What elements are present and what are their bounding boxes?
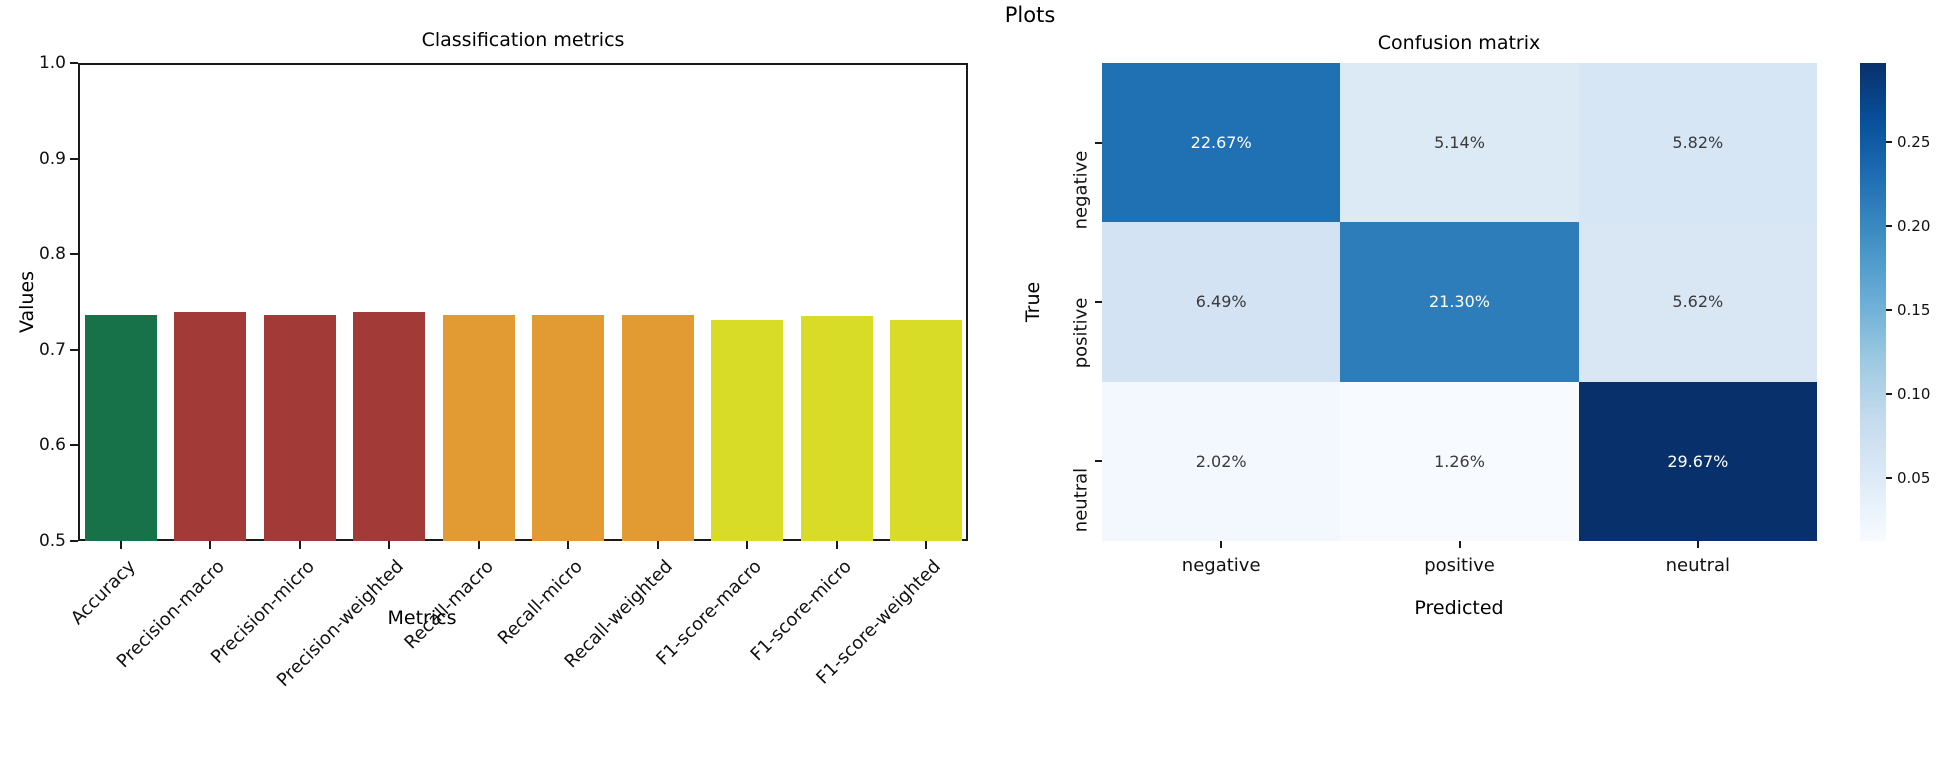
bar-recall-macro bbox=[442, 315, 515, 541]
bar-xtick-mark bbox=[567, 541, 570, 549]
matrix-cell-negative-neutral: 5.82% bbox=[1578, 63, 1817, 223]
colorbar-tick-label: 0.25 bbox=[1897, 132, 1931, 151]
bar-xtick-mark bbox=[388, 541, 391, 549]
matrix-cell-neutral-positive: 1.26% bbox=[1340, 381, 1579, 541]
bar-chart-xlabel: Metrics bbox=[387, 607, 457, 629]
matrix-col-label-positive: positive bbox=[1424, 555, 1495, 576]
matrix-col-label-negative: negative bbox=[1181, 555, 1261, 576]
bar-ytick-mark bbox=[70, 540, 78, 542]
matrix-cell-positive-negative: 6.49% bbox=[1102, 222, 1341, 382]
colorbar-tick-label: 0.15 bbox=[1897, 300, 1931, 319]
bar-xtick-mark bbox=[120, 541, 122, 549]
bar-precision-macro bbox=[174, 311, 247, 541]
bar-f1-score-macro bbox=[711, 320, 784, 541]
matrix-xtick-mark bbox=[1696, 541, 1699, 548]
matrix-ytick-mark bbox=[1095, 460, 1102, 463]
page-title: Plots bbox=[1004, 3, 1056, 27]
matrix-ytick-mark bbox=[1095, 301, 1102, 303]
colorbar-tick-label: 0.05 bbox=[1897, 469, 1931, 488]
bar-f1-score-weighted bbox=[889, 320, 962, 541]
matrix-cell-negative-negative: 22.67% bbox=[1102, 63, 1341, 223]
matrix-cell-value: 21.30% bbox=[1428, 292, 1490, 312]
matrix-cell-neutral-neutral: 29.67% bbox=[1578, 381, 1817, 541]
matrix-xtick-mark bbox=[1458, 541, 1461, 548]
bar-ytick-label: 0.9 bbox=[38, 148, 66, 169]
matrix-cell-value: 29.67% bbox=[1667, 451, 1729, 471]
matrix-col-label-neutral: neutral bbox=[1665, 555, 1731, 576]
colorbar-tick-label: 0.10 bbox=[1897, 384, 1931, 403]
bar-xtick-mark bbox=[656, 541, 659, 549]
matrix-row-label-neutral: neutral bbox=[1070, 468, 1092, 533]
bar-xtick-mark bbox=[298, 541, 301, 549]
bar-f1-score-micro bbox=[800, 316, 873, 541]
bar-xtick-mark bbox=[746, 541, 749, 549]
bar-precision-micro bbox=[263, 315, 336, 541]
bar-ytick-label: 0.8 bbox=[38, 244, 66, 265]
bar-precision-weighted bbox=[353, 311, 426, 541]
colorbar-tick-mark bbox=[1886, 392, 1892, 395]
matrix-cell-value: 1.26% bbox=[1434, 451, 1485, 471]
bar-ytick-mark bbox=[70, 253, 78, 256]
bar-ytick-mark bbox=[70, 348, 78, 351]
bar-xtick-mark bbox=[924, 541, 927, 549]
bar-ytick-mark bbox=[70, 157, 78, 160]
matrix-cell-negative-positive: 5.14% bbox=[1340, 63, 1579, 223]
bar-recall-weighted bbox=[621, 315, 694, 541]
bar-ytick-label: 1.0 bbox=[38, 53, 66, 73]
bar-ytick-label: 0.5 bbox=[38, 531, 66, 551]
matrix-cell-value: 6.49% bbox=[1195, 292, 1247, 312]
bar-xtick-mark bbox=[209, 541, 212, 549]
matrix-cell-value: 5.82% bbox=[1672, 133, 1724, 153]
matrix-row-label-negative: negative bbox=[1070, 150, 1092, 230]
matrix-cell-positive-positive: 21.30% bbox=[1340, 222, 1579, 382]
colorbar-tick-mark bbox=[1886, 308, 1892, 311]
bar-ytick-label: 0.6 bbox=[38, 435, 66, 456]
colorbar-tick-mark bbox=[1886, 224, 1892, 227]
confusion-matrix-ylabel: True bbox=[1022, 281, 1044, 323]
matrix-cell-value: 5.14% bbox=[1434, 133, 1485, 153]
confusion-matrix-title: Confusion matrix bbox=[1377, 32, 1541, 54]
matrix-cell-value: 2.02% bbox=[1195, 451, 1247, 471]
bar-ytick-mark bbox=[70, 444, 78, 447]
matrix-xtick-mark bbox=[1220, 541, 1223, 548]
bar-xtick-mark bbox=[477, 541, 480, 549]
bar-ytick-label: 0.7 bbox=[38, 339, 66, 360]
bar-chart-title: Classification metrics bbox=[421, 29, 625, 51]
colorbar-tick-mark bbox=[1886, 477, 1892, 480]
matrix-cell-value: 5.62% bbox=[1672, 292, 1724, 312]
matrix-cell-positive-neutral: 5.62% bbox=[1578, 222, 1817, 382]
bar-xtick-mark bbox=[835, 541, 838, 549]
colorbar-tick-label: 0.20 bbox=[1897, 216, 1931, 235]
bar-accuracy bbox=[85, 315, 157, 541]
bar-ytick-mark bbox=[70, 62, 78, 64]
bar-chart-ylabel: Values bbox=[16, 270, 38, 334]
bar-recall-micro bbox=[532, 315, 605, 541]
confusion-matrix-xlabel: Predicted bbox=[1414, 597, 1504, 619]
matrix-cell-value: 22.67% bbox=[1190, 133, 1252, 153]
matrix-cell-neutral-negative: 2.02% bbox=[1102, 381, 1341, 541]
colorbar-tick-mark bbox=[1886, 140, 1892, 143]
matrix-row-label-positive: positive bbox=[1070, 297, 1092, 369]
colorbar-gradient bbox=[1860, 63, 1886, 541]
matrix-ytick-mark bbox=[1095, 141, 1102, 144]
